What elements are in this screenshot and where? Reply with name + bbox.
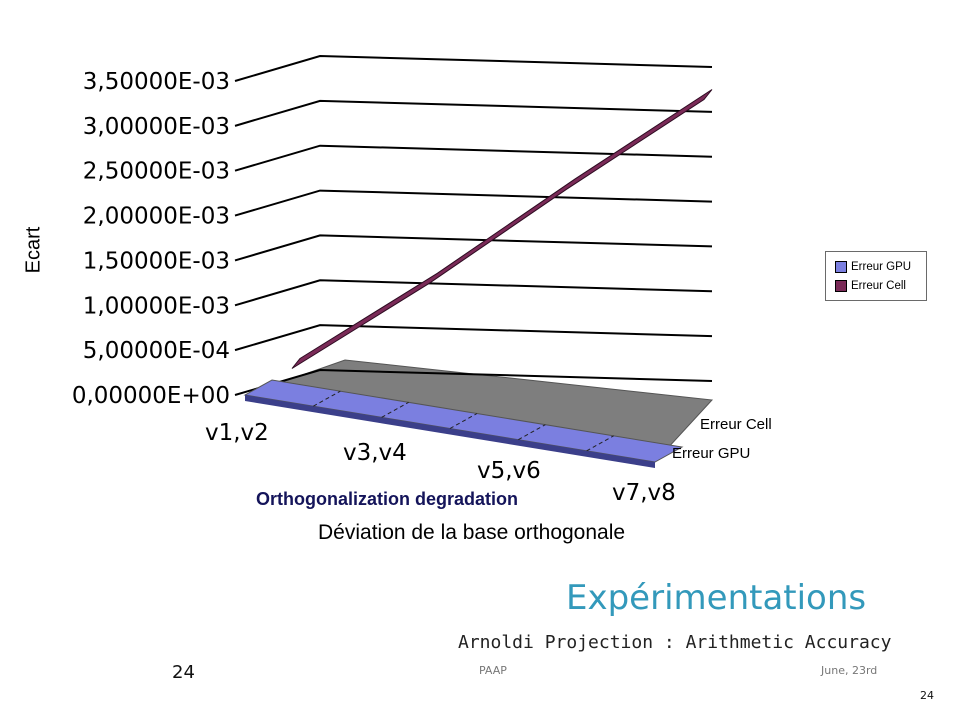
legend-label-cell: Erreur Cell	[851, 279, 906, 292]
page-number: 24	[920, 689, 934, 702]
y-axis-title: Ecart	[14, 220, 54, 280]
x-category-label: v3,v4	[343, 440, 407, 466]
y-tick-label: 3,50000E-03	[83, 69, 230, 95]
legend-swatch-gpu	[835, 260, 847, 273]
legend-item-gpu: Erreur GPU	[835, 257, 926, 276]
x-axis-categories: v1,v2 v3,v4 v5,v6 v7,v8	[205, 420, 676, 506]
series-erreur-gpu-divider	[586, 435, 614, 452]
depth-label: Erreur Cell	[700, 416, 772, 433]
gridline	[234, 144, 713, 172]
series-erreur-gpu-divider	[381, 401, 409, 418]
y-axis-ticks: 0,00000E+00 5,00000E-04 1,00000E-03 1,50000…	[72, 69, 230, 409]
y-tick-label: 3,00000E-03	[83, 114, 230, 140]
x-axis-title: Déviation de la base orthogonale	[318, 521, 626, 544]
series-erreur-gpu-divider	[518, 424, 546, 441]
x-category-label: v5,v6	[477, 458, 541, 484]
chart-subtitle: Orthogonalization degradation	[256, 489, 518, 509]
x-category-label: v1,v2	[205, 420, 269, 446]
y-tick-label: 1,00000E-03	[83, 293, 230, 319]
y-tick-label: 1,50000E-03	[83, 248, 230, 274]
y-tick-label: 0,00000E+00	[72, 383, 230, 409]
gridline	[234, 234, 713, 262]
series-erreur-gpu-edge	[245, 395, 655, 468]
y-axis-title-text: Ecart	[22, 226, 45, 274]
series-erreur-cell	[291, 89, 713, 369]
legend-item-cell: Erreur Cell	[835, 276, 926, 295]
slide-subtitle: Arnoldi Projection : Arithmetic Accuracy	[458, 632, 892, 653]
legend-swatch-cell	[835, 279, 847, 292]
gridline	[234, 189, 713, 217]
y-tick-label: 2,50000E-03	[83, 159, 230, 185]
depth-axis-labels: Erreur Cell Erreur GPU	[672, 416, 772, 462]
gridline	[234, 99, 713, 127]
chart-series	[243, 89, 713, 468]
footer-left-text: PAAP	[479, 664, 507, 677]
y-tick-label: 5,00000E-04	[83, 338, 230, 364]
gridline	[234, 279, 713, 307]
footer-date: June, 23rd	[821, 664, 878, 677]
slide-title: Expérimentations	[566, 578, 867, 618]
depth-label: Erreur GPU	[672, 445, 750, 462]
gridline	[234, 324, 713, 352]
footer-slide-number: 24	[172, 662, 195, 683]
series-erreur-gpu-divider	[313, 390, 341, 407]
chart-legend: Erreur GPU Erreur Cell	[825, 251, 927, 301]
gridline	[234, 54, 713, 82]
legend-label-gpu: Erreur GPU	[851, 260, 912, 273]
series-erreur-gpu-divider	[449, 413, 478, 429]
x-category-label: v7,v8	[612, 480, 676, 506]
chart-gridlines	[234, 54, 713, 396]
y-tick-label: 2,00000E-03	[83, 204, 230, 230]
